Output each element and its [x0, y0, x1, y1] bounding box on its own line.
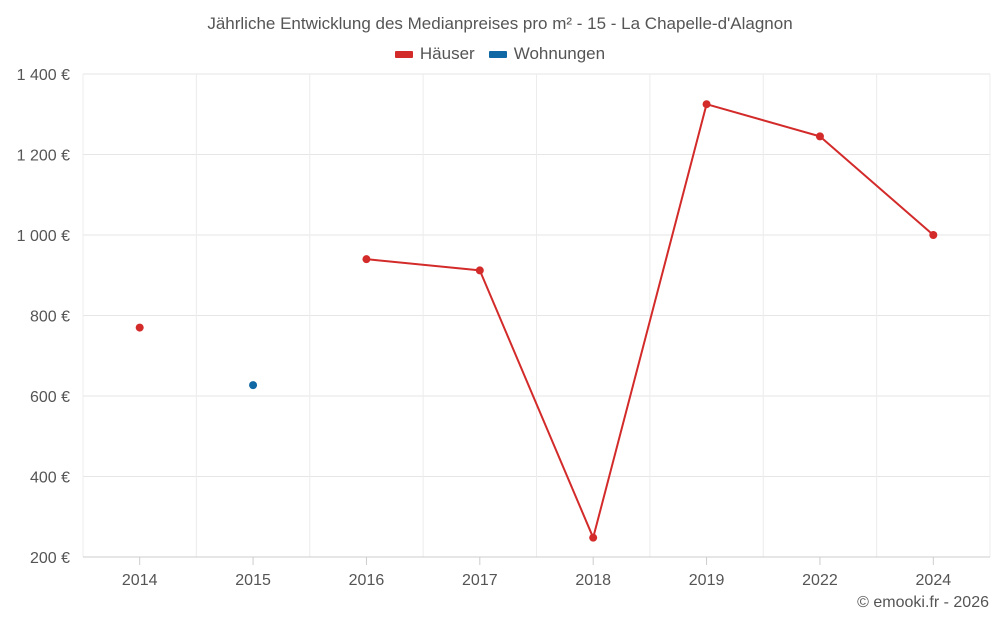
axes: 200 € 400 € 600 € 800 € 1 000 € 1 200 € 1 400 … [17, 67, 990, 589]
data-point-haeuser[interactable] [135, 323, 144, 332]
series-layer [135, 100, 938, 542]
chart-title: Jährliche Entwicklung des Medianpreises … [207, 14, 793, 33]
x-tick-label: 2014 [122, 572, 158, 589]
y-tick-label: 1 400 € [17, 67, 70, 84]
series-line-haeuser [366, 103, 934, 539]
data-point-haeuser[interactable] [475, 266, 484, 275]
x-tick-label: 2019 [689, 572, 725, 589]
data-point-haeuser[interactable] [702, 100, 711, 109]
legend-item-wohnungen[interactable]: Wohnungen [488, 44, 606, 64]
legend-item-haeuser[interactable]: Häuser [394, 44, 475, 64]
x-tick-label: 2015 [235, 572, 271, 589]
x-tick-label: 2017 [462, 572, 498, 589]
data-point-haeuser[interactable] [589, 533, 598, 542]
y-tick-label: 800 € [30, 309, 70, 326]
legend-swatch-wohnungen [488, 50, 507, 58]
legend: Häuser Wohnungen [0, 44, 1000, 64]
grid-lines [82, 73, 991, 557]
x-tick-label: 2018 [575, 572, 611, 589]
y-tick-label: 600 € [30, 389, 70, 406]
x-tick-label: 2024 [916, 572, 952, 589]
credit-text: © emooki.fr - 2026 [857, 594, 989, 611]
y-tick-label: 400 € [30, 470, 70, 487]
y-tick-label: 200 € [30, 550, 70, 567]
x-tick-label: 2016 [349, 572, 385, 589]
legend-label-wohnungen: Wohnungen [513, 44, 606, 63]
data-point-haeuser[interactable] [815, 132, 824, 141]
data-point-wohnungen[interactable] [249, 381, 258, 390]
legend-label-haeuser: Häuser [419, 44, 475, 63]
y-tick-label: 1 200 € [17, 148, 70, 165]
y-tick-label: 1 000 € [17, 228, 70, 245]
x-tick-label: 2022 [802, 572, 838, 589]
legend-swatch-haeuser [394, 50, 413, 58]
data-point-haeuser[interactable] [929, 231, 938, 239]
data-point-haeuser[interactable] [362, 255, 371, 264]
